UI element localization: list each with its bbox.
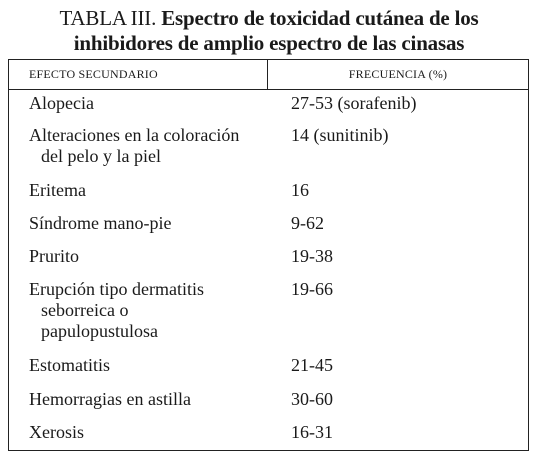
- effect-cell: Eritema: [29, 180, 269, 201]
- effect-text: Síndrome mano-pie: [29, 213, 172, 233]
- effect-cell: Estomatitis: [29, 355, 269, 376]
- effect-text: papulopustulosa: [41, 321, 158, 341]
- effect-text: Eritema: [29, 180, 86, 200]
- frequency-cell: 16: [291, 180, 309, 200]
- header-divider: [267, 60, 268, 89]
- effect-cell: Síndrome mano-pie: [29, 213, 269, 234]
- title-line-1: TABLA III. Espectro de toxicidad cutánea…: [0, 6, 538, 31]
- frequency-cell: 21-45: [291, 355, 333, 375]
- effect-text: Alteraciones en la coloración: [29, 125, 240, 145]
- frequency-cell: 19-66: [291, 279, 333, 299]
- header-frequency: FRECUENCIA (%): [348, 67, 448, 81]
- title-text-1: Espectro de toxicidad cutánea de los: [161, 6, 479, 30]
- header-effect: EFECTO SECUNDARIO: [29, 67, 158, 81]
- effect-text: Hemorragias en astilla: [29, 389, 191, 409]
- frequency-cell: 30-60: [291, 389, 333, 409]
- effect-text: Erupción tipo dermatitis: [29, 279, 204, 299]
- effect-text: Xerosis: [29, 422, 84, 442]
- effect-cell: Alteraciones en la coloración del pelo y …: [29, 125, 269, 167]
- table-title: TABLA III. Espectro de toxicidad cutánea…: [0, 6, 538, 56]
- effect-cell: Erupción tipo dermatitis seborreica o papu…: [29, 279, 269, 342]
- effect-text: Alopecia: [29, 93, 94, 113]
- frequency-cell: 14 (sunitinib): [291, 125, 389, 145]
- effect-text: Estomatitis: [29, 355, 110, 375]
- table-header: EFECTO SECUNDARIO FRECUENCIA (%): [9, 60, 528, 90]
- frequency-cell: 16-31: [291, 422, 333, 442]
- effect-cell: Xerosis: [29, 422, 269, 443]
- frequency-cell: 9-62: [291, 213, 324, 233]
- table-number: TABLA III.: [59, 6, 157, 30]
- effect-cell: Alopecia: [29, 93, 269, 114]
- title-text-2: inhibidores de amplio espectro de las ci…: [73, 31, 465, 55]
- effect-text: Prurito: [29, 246, 80, 266]
- effect-cell: Hemorragias en astilla: [29, 389, 269, 410]
- frequency-cell: 19-38: [291, 246, 333, 266]
- effect-text: seborreica o: [41, 300, 129, 320]
- side-effects-table: EFECTO SECUNDARIO FRECUENCIA (%) Alopeci…: [8, 59, 529, 451]
- frequency-cell: 27-53 (sorafenib): [291, 93, 417, 113]
- effect-text: del pelo y la piel: [41, 146, 161, 166]
- effect-cell: Prurito: [29, 246, 269, 267]
